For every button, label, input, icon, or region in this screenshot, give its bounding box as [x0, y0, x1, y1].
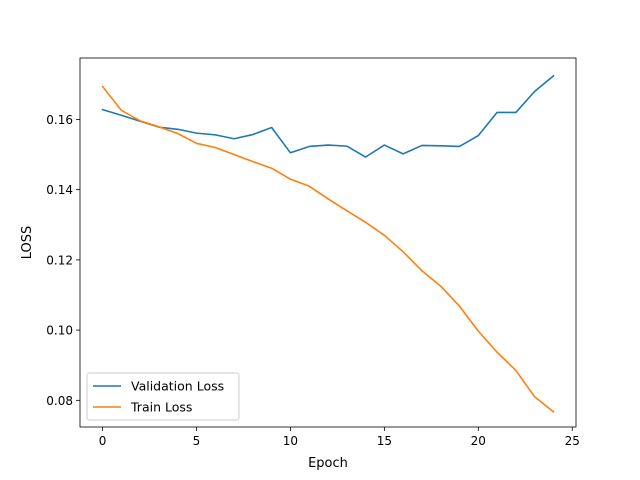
x-tick-label-1: 5 [193, 434, 201, 448]
series-line-0 [101, 74, 555, 158]
legend-label-0: Validation Loss [131, 379, 224, 394]
y-tick-label-3: 0.14 [46, 183, 73, 197]
y-tick-label-4: 0.16 [46, 113, 73, 127]
plot-area [80, 58, 576, 427]
x-axis: 0 5 10 15 20 25 [99, 427, 580, 448]
legend: Validation Loss Train Loss [86, 372, 240, 421]
y-tick-label-1: 0.10 [46, 324, 73, 338]
x-tick-label-2: 10 [283, 434, 298, 448]
plot-frame [79, 57, 577, 428]
y-axis: 0.08 0.10 0.12 0.14 0.16 [46, 113, 80, 408]
x-tick-label-3: 15 [377, 434, 392, 448]
y-axis-label: LOSS [20, 226, 35, 260]
y-tick-label-2: 0.12 [46, 253, 73, 267]
x-tick-label-0: 0 [99, 434, 107, 448]
x-tick-label-4: 20 [471, 434, 486, 448]
y-tick-label-0: 0.08 [46, 394, 73, 408]
x-tick-label-5: 25 [565, 434, 580, 448]
legend-label-1: Train Loss [130, 400, 192, 415]
legend-box [86, 372, 240, 421]
series-layer [101, 74, 555, 414]
x-axis-label: Epoch [308, 456, 348, 471]
series-line-1 [101, 85, 555, 414]
